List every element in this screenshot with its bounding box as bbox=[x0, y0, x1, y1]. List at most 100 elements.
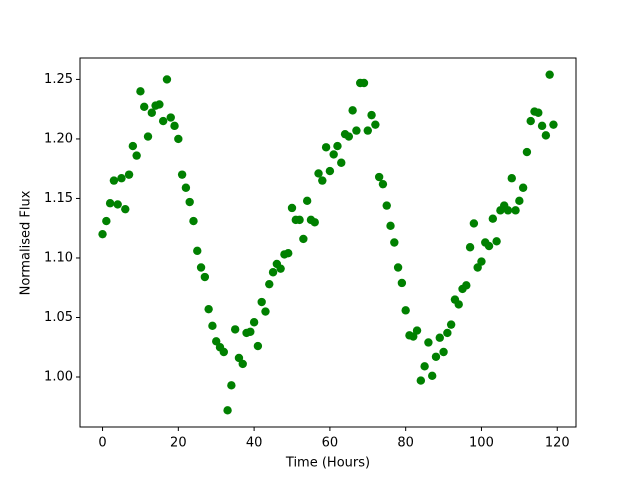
y-tick-label: 1.25 bbox=[44, 72, 73, 87]
data-point bbox=[435, 333, 444, 342]
x-axis-label: Time (Hours) bbox=[285, 456, 370, 471]
data-point bbox=[162, 75, 172, 84]
y-tick-label: 1.15 bbox=[44, 191, 73, 206]
data-point bbox=[253, 341, 263, 351]
plot-frame bbox=[79, 57, 577, 428]
data-point bbox=[223, 406, 232, 415]
data-point bbox=[352, 126, 361, 135]
data-point bbox=[113, 200, 122, 209]
data-point bbox=[295, 215, 304, 225]
data-point bbox=[128, 141, 138, 151]
y-tick-label: 1.10 bbox=[44, 250, 73, 265]
data-point bbox=[390, 238, 399, 247]
data-point bbox=[246, 327, 255, 336]
data-point bbox=[174, 134, 183, 144]
data-point bbox=[454, 300, 463, 309]
x-tick-label: 20 bbox=[170, 436, 187, 451]
data-point bbox=[109, 176, 119, 185]
data-point bbox=[208, 321, 217, 331]
data-point bbox=[416, 376, 426, 385]
data-point bbox=[367, 110, 376, 120]
data-point bbox=[382, 201, 391, 210]
data-point bbox=[193, 246, 202, 256]
data-point bbox=[105, 199, 115, 208]
data-point bbox=[545, 70, 554, 79]
data-point bbox=[374, 172, 384, 182]
data-point bbox=[469, 219, 479, 228]
data-point bbox=[393, 263, 403, 272]
data-point bbox=[287, 203, 297, 213]
data-point bbox=[378, 179, 388, 189]
data-point bbox=[363, 126, 372, 135]
data-point bbox=[284, 249, 293, 258]
data-point bbox=[329, 150, 338, 159]
data-point bbox=[117, 174, 126, 183]
data-point bbox=[143, 132, 153, 141]
data-point bbox=[257, 297, 266, 307]
y-tick-label: 1.20 bbox=[44, 131, 73, 146]
data-point bbox=[212, 337, 221, 346]
data-point bbox=[299, 234, 308, 244]
data-point bbox=[136, 87, 145, 96]
data-point bbox=[337, 158, 346, 167]
data-point bbox=[261, 307, 270, 316]
data-point bbox=[484, 241, 494, 251]
data-point bbox=[204, 304, 213, 314]
data-point bbox=[515, 196, 524, 206]
x-tick-label: 60 bbox=[322, 436, 339, 451]
data-point bbox=[446, 320, 456, 329]
data-point bbox=[302, 196, 312, 206]
data-point bbox=[227, 381, 236, 390]
data-point bbox=[102, 216, 111, 226]
data-point bbox=[181, 183, 191, 192]
data-point bbox=[397, 278, 407, 288]
data-point bbox=[325, 166, 335, 176]
data-point bbox=[462, 281, 471, 290]
data-point bbox=[158, 116, 168, 126]
data-point bbox=[200, 272, 210, 282]
data-point bbox=[321, 143, 331, 152]
data-point bbox=[265, 279, 274, 289]
data-point bbox=[473, 263, 482, 272]
data-point bbox=[238, 359, 247, 369]
x-tick-label: 40 bbox=[246, 436, 263, 451]
data-point bbox=[541, 131, 551, 140]
data-point bbox=[147, 108, 157, 117]
data-point bbox=[249, 318, 259, 327]
data-point bbox=[386, 221, 395, 231]
y-tick-label: 1.05 bbox=[44, 310, 73, 325]
data-point bbox=[344, 132, 354, 141]
data-point bbox=[166, 113, 175, 122]
data-point bbox=[431, 352, 441, 361]
data-point bbox=[140, 102, 149, 112]
data-point bbox=[124, 170, 134, 179]
data-point bbox=[219, 347, 228, 357]
data-point bbox=[424, 338, 433, 347]
data-point bbox=[443, 328, 452, 338]
data-point bbox=[185, 197, 194, 207]
y-tick-label: 1.00 bbox=[44, 370, 73, 385]
data-point bbox=[230, 325, 240, 334]
x-tick-label: 100 bbox=[469, 436, 494, 451]
data-point bbox=[371, 120, 380, 129]
data-point bbox=[503, 206, 513, 215]
x-tick-label: 0 bbox=[98, 436, 106, 451]
data-point bbox=[465, 243, 475, 252]
data-point bbox=[477, 257, 486, 266]
data-point bbox=[276, 264, 285, 273]
data-point bbox=[439, 347, 448, 357]
data-point bbox=[268, 268, 278, 277]
data-point bbox=[522, 147, 532, 157]
data-point bbox=[333, 141, 342, 151]
data-point bbox=[196, 263, 206, 272]
data-point bbox=[428, 371, 437, 381]
data-point bbox=[412, 326, 422, 335]
data-point bbox=[420, 362, 429, 371]
data-point bbox=[507, 174, 516, 183]
data-point bbox=[234, 353, 244, 363]
data-point bbox=[359, 78, 369, 88]
data-point bbox=[189, 216, 198, 226]
data-point bbox=[155, 100, 164, 109]
data-point bbox=[511, 206, 520, 215]
